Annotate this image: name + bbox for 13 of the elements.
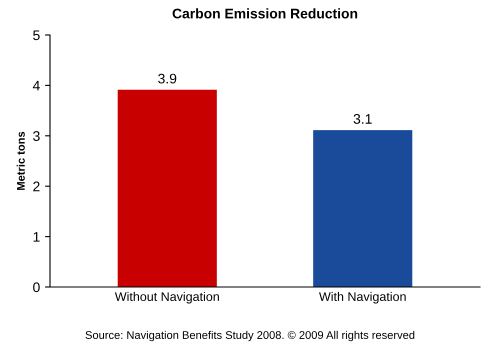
- y-tick-label: 5: [33, 30, 40, 40]
- y-axis-title: Metric tons: [16, 132, 25, 190]
- y-tick-label: 3: [33, 131, 40, 141]
- source-note: Source: Navigation Benefits Study 2008. © 2009 All rights reserved: [86, 330, 414, 342]
- data-label: 3.1: [354, 114, 372, 124]
- y-tick-label: 1: [34, 232, 40, 242]
- data-label: 3.9: [158, 74, 176, 84]
- y-tick-label: 0: [33, 282, 40, 292]
- x-tick-label: With Navigation: [319, 292, 406, 304]
- chart-title: Carbon Emission Reduction: [172, 8, 358, 18]
- y-tick-label: 4: [32, 80, 40, 90]
- y-tick-label: 2: [33, 182, 40, 192]
- x-tick-label: Without Navigation: [114, 292, 219, 304]
